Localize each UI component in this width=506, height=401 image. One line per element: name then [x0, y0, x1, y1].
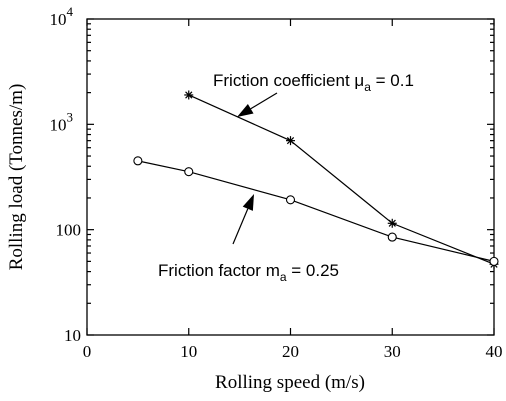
x-tick-label: 30 [384, 342, 401, 361]
data-point-star [286, 136, 295, 146]
annotation-arrow-shaft-0 [250, 92, 278, 110]
annotation-arrow-head-1 [242, 194, 254, 211]
y-axis-title: Rolling load (Tonnes/m) [6, 84, 27, 271]
annotation-label-1: Friction factor ma = 0.25 [158, 261, 339, 284]
y-tick-label: 10 [64, 326, 81, 345]
annotation-layer: Friction coefficient μa = 0.1 Friction fa… [158, 71, 414, 284]
x-tick-label: 10 [180, 342, 197, 361]
data-point-circle [184, 167, 194, 177]
plot-frame [86, 18, 495, 336]
y-tick-label: 104 [50, 4, 74, 29]
data-point-circle [285, 195, 296, 205]
x-axis-title: Rolling speed (m/s) [215, 372, 365, 393]
annotation-arrow-head-0 [237, 104, 254, 117]
data-point-star [387, 218, 397, 228]
x-tick-label: 40 [486, 342, 503, 361]
data-point-star [184, 90, 194, 100]
data-point-circle [489, 256, 499, 266]
data-point-circle [387, 232, 397, 242]
annotation-arrow-shaft-1 [232, 208, 249, 245]
series-layer [133, 90, 499, 269]
series-line-1 [137, 160, 495, 262]
x-tick-label: 20 [282, 342, 299, 361]
annotation-label-0: Friction coefficient μa = 0.1 [213, 71, 414, 94]
x-tick-label: 0 [83, 342, 92, 361]
axis-ticks [86, 18, 495, 336]
y-tick-label: 103 [50, 109, 74, 134]
y-tick-label: 100 [56, 221, 82, 240]
data-point-circle [133, 156, 143, 166]
series-line-0 [188, 94, 495, 265]
